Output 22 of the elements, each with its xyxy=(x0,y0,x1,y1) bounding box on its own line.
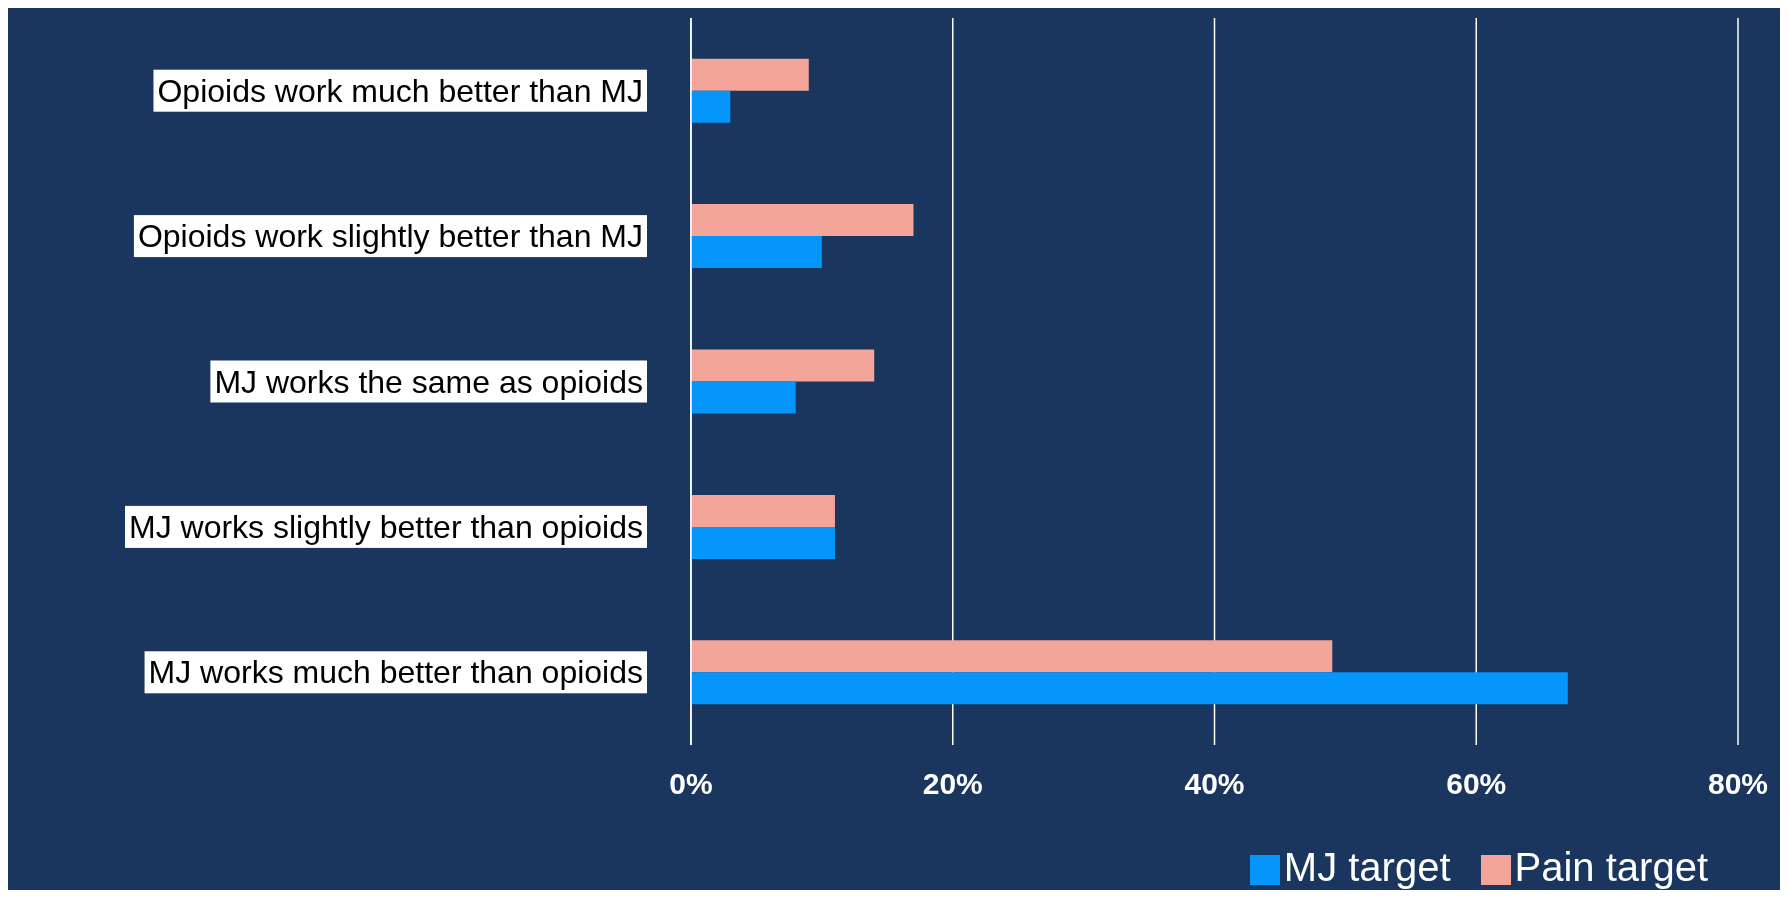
legend-label: Pain target xyxy=(1514,845,1708,889)
bar xyxy=(691,236,822,269)
y-tick-label: Opioids work much better than MJ xyxy=(157,72,643,109)
x-tick-label: 20% xyxy=(922,767,983,801)
y-tick-label: MJ works slightly better than opioids xyxy=(129,508,643,545)
x-tick-label: 40% xyxy=(1184,767,1245,801)
bar xyxy=(691,90,731,123)
bar xyxy=(691,526,835,559)
x-tick-label: 80% xyxy=(1707,767,1769,801)
bar xyxy=(691,204,914,237)
bar xyxy=(691,640,1333,673)
bar xyxy=(691,494,835,527)
bar xyxy=(691,381,796,414)
y-tick-label: MJ works much better than opioids xyxy=(148,654,643,691)
bar xyxy=(691,349,875,382)
y-tick-label: MJ works the same as opioids xyxy=(214,363,643,400)
y-tick-label: Opioids work slightly better than MJ xyxy=(137,218,643,255)
legend-label: MJ target xyxy=(1283,845,1451,889)
bar xyxy=(691,672,1568,705)
bar xyxy=(691,58,809,91)
x-tick-label: 0% xyxy=(669,767,713,801)
x-tick-label: 60% xyxy=(1446,767,1507,801)
